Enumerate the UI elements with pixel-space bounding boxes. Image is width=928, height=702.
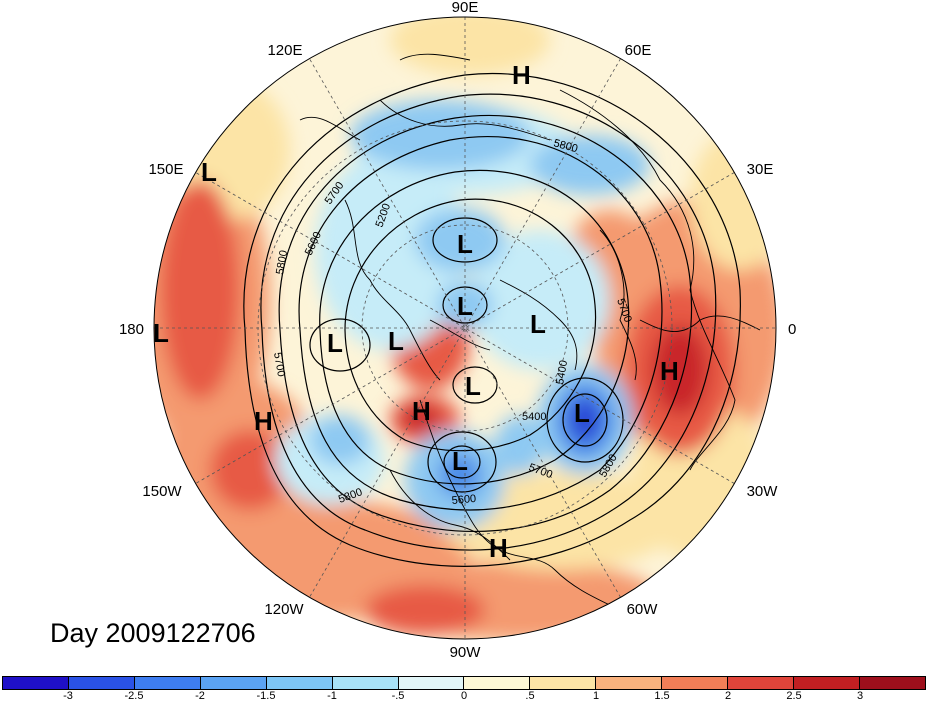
contour-label: 5800: [274, 249, 290, 275]
contour-label: 5400: [554, 359, 570, 385]
colorbar-tick-label: -3: [63, 690, 73, 702]
longitude-label-180: 180: [119, 321, 144, 338]
colorbar-box: [332, 677, 399, 689]
anomaly-region: [210, 430, 290, 510]
graticule: [154, 17, 776, 639]
longitude-label-120w: 120W: [264, 601, 304, 618]
colorbar-box: [662, 677, 729, 689]
pressure-center-low: L: [452, 446, 468, 476]
anomaly-region: [495, 415, 545, 475]
pressure-center-high: H: [489, 533, 508, 563]
height-contours: [243, 73, 741, 567]
colorbar-box: [398, 677, 465, 689]
map-boundary: [153, 16, 777, 640]
colorbar-tick-label: 1.5: [654, 690, 670, 702]
colorbar-box: [464, 677, 531, 689]
pressure-center-high: H: [412, 396, 431, 426]
contour-labels: 5800 5700 5600 5800 5700 5200 5700 5400 …: [271, 137, 634, 507]
pressure-center-high: H: [512, 60, 531, 90]
longitude-label-150w: 150W: [142, 483, 182, 500]
colorbar-tick-label: -2.5: [124, 690, 144, 702]
map-title: Day 2009122706: [50, 618, 256, 648]
longitude-labels: 90E 60E 30E 0 30W 60W 90W 120W 150W 180 …: [119, 0, 796, 661]
colorbar-box: [794, 677, 860, 689]
longitude-label-120e: 120E: [267, 42, 302, 59]
longitude-label-90e: 90E: [452, 0, 479, 16]
longitude-label-30e: 30E: [747, 161, 774, 178]
coastlines: [299, 53, 761, 611]
anomaly-region: [569, 398, 601, 442]
pressure-center-low: L: [201, 157, 217, 187]
anomaly-region: [310, 415, 370, 465]
pressure-center-low: L: [465, 371, 481, 401]
anomaly-region: [415, 208, 505, 272]
contour-label: 5600: [451, 493, 476, 507]
polar-stereographic-map: 5800 5700 5600 5800 5700 5200 5700 5400 …: [119, 0, 796, 661]
pressure-centers: H L L L L L L L H L L L H H H: [153, 60, 679, 563]
colorbar-tick-labels: -3 -2.5 -2 -1.5 -1 -.5 0 .5 1 1.5 2 2.5 3: [2, 690, 926, 702]
pressure-center-low: L: [530, 309, 546, 339]
longitude-label-60e: 60E: [625, 42, 652, 59]
anomaly-region: [470, 230, 610, 370]
anomaly-region: [390, 17, 550, 75]
colorbar-box: [530, 677, 597, 689]
colorbar-tick-label: 1: [592, 690, 600, 702]
pressure-center-high: H: [660, 356, 679, 386]
pressure-center-low: L: [574, 398, 590, 428]
colorbar-tick-label: 2: [724, 690, 732, 702]
colorbar-tick-label: -1.5: [256, 690, 276, 702]
anomaly-region: [438, 453, 482, 497]
anomaly-region: [400, 404, 440, 432]
longitude-label-0: 0: [788, 321, 796, 338]
colorbar-tick-label: .5: [525, 690, 535, 702]
colorbar-tick-label: -.5: [391, 690, 405, 702]
contour-label: 5700: [271, 351, 287, 377]
longitude-label-30w: 30W: [747, 483, 779, 500]
colorbar-box: [266, 677, 333, 689]
colorbar: [2, 676, 926, 690]
anomaly-region: [652, 325, 708, 415]
anomaly-region: [160, 180, 240, 400]
colorbar-tick-label: 3: [856, 690, 864, 702]
anomaly-region: [690, 130, 776, 270]
pressure-center-low: L: [457, 229, 473, 259]
colorbar-tick-label: 2.5: [786, 690, 802, 702]
contour-label: 5400: [522, 411, 546, 423]
anomaly-region: [365, 585, 485, 635]
anomaly-region: [350, 100, 530, 170]
colorbar-box: [859, 677, 925, 689]
colorbar-box: [200, 677, 267, 689]
colorbar-box: [68, 677, 135, 689]
colorbar-box: [596, 677, 663, 689]
anomaly-region: [315, 150, 465, 350]
pressure-center-high: H: [254, 406, 273, 436]
longitude-label-90w: 90W: [450, 644, 482, 661]
colorbar-tick-label: -1: [327, 690, 337, 702]
pressure-center-low: L: [388, 326, 404, 356]
pressure-center-low: L: [153, 318, 169, 348]
pressure-center-low: L: [327, 328, 343, 358]
longitude-label-60w: 60W: [627, 601, 659, 618]
colorbar-box: [3, 677, 69, 689]
colorbar-tick-label: -2: [195, 690, 205, 702]
anomaly-region: [530, 135, 650, 195]
colorbar-tick-label: 0: [460, 690, 468, 702]
colorbar-box: [134, 677, 201, 689]
pressure-center-low: L: [457, 291, 473, 321]
longitude-label-150e: 150E: [148, 161, 183, 178]
colorbar-box: [728, 677, 795, 689]
